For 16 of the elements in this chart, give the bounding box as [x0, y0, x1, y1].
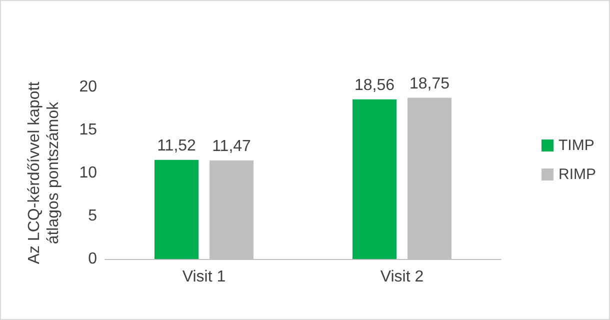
bar: [154, 160, 198, 259]
x-tick-label: Visit 2: [380, 268, 424, 286]
bar: [352, 99, 396, 259]
y-tick-label: 15: [79, 122, 98, 138]
y-tick-label: 0: [88, 250, 98, 268]
x-tick-label: Visit 1: [182, 268, 226, 286]
legend-label: RIMP: [558, 166, 596, 183]
legend-label: TIMP: [558, 137, 594, 154]
y-tick-label: 10: [79, 164, 98, 182]
data-label: 18,56: [354, 76, 395, 94]
data-label: 11,52: [157, 137, 196, 154]
y-axis-title: Az LCQ-kérdőívvel kapott átlagos pontszámok: [26, 81, 62, 264]
y-tick-label: 20: [79, 78, 98, 96]
y-tick-label: 5: [88, 208, 98, 224]
data-label: 11,47: [212, 138, 252, 155]
data-label: 18,75: [409, 75, 450, 92]
